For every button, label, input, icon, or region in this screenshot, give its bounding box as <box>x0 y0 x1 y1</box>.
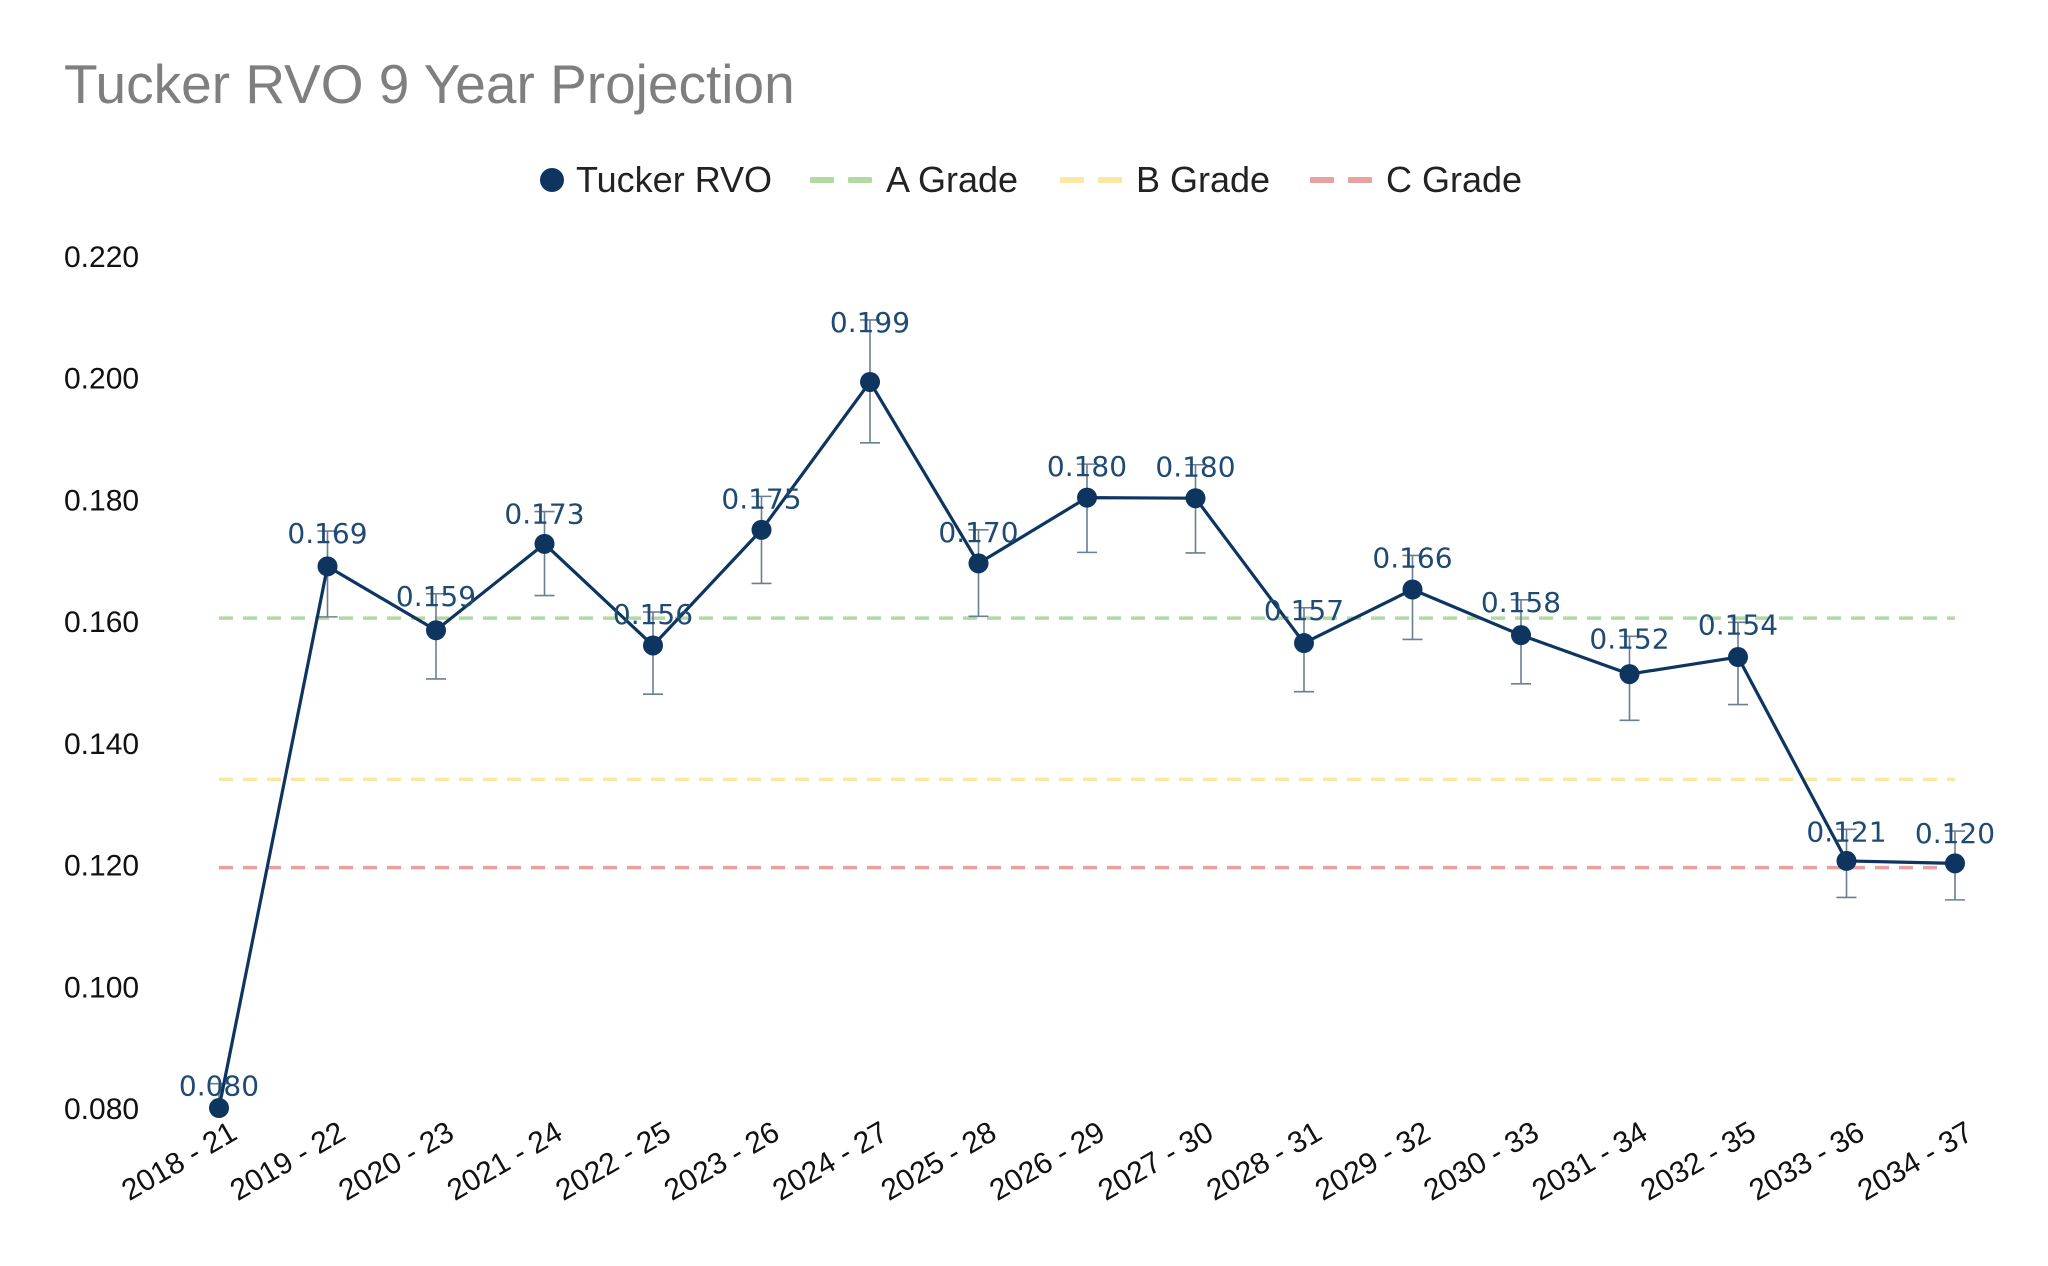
data-label: 0.175 <box>721 482 801 515</box>
x-tick-label: 2033 - 36 <box>1744 1115 1870 1207</box>
data-label: 0.157 <box>1264 594 1344 627</box>
data-point <box>1945 853 1965 874</box>
x-tick-label: 2032 - 35 <box>1635 1115 1761 1207</box>
x-tick-label: 2018 - 21 <box>116 1115 242 1207</box>
data-label: 0.154 <box>1698 608 1778 641</box>
data-label: 0.199 <box>830 306 910 339</box>
legend-marker-b-grade <box>1060 177 1124 183</box>
data-point <box>968 553 989 574</box>
x-tick-label: 2030 - 33 <box>1418 1115 1544 1207</box>
legend-label-tucker-rvo: Tucker RVO <box>576 159 773 200</box>
x-tick-label: 2031 - 34 <box>1527 1115 1653 1207</box>
legend-label-c-grade: C Grade <box>1386 159 1523 200</box>
y-tick-label: 0.140 <box>64 728 139 761</box>
data-point <box>1511 625 1531 646</box>
y-tick-label: 0.100 <box>64 971 139 1004</box>
data-point <box>1728 647 1748 668</box>
y-tick-label: 0.080 <box>64 1093 139 1126</box>
legend-item-tucker-rvo[interactable]: Tucker RVO <box>540 154 772 206</box>
data-point <box>317 556 338 577</box>
legend-label-a-grade: A Grade <box>886 159 1019 200</box>
chart-title: Tucker RVO 9 Year Projection <box>64 53 795 115</box>
x-tick-label: 2021 - 24 <box>442 1115 568 1207</box>
x-tick-label: 2019 - 22 <box>225 1115 351 1207</box>
data-label: 0.173 <box>504 498 584 531</box>
x-tick-label: 2027 - 30 <box>1093 1115 1219 1207</box>
y-tick-label: 0.180 <box>64 484 139 517</box>
data-point <box>1185 488 1206 509</box>
data-label: 0.159 <box>396 580 476 613</box>
x-tick-label: 2034 - 37 <box>1852 1115 1978 1207</box>
data-point <box>643 635 663 656</box>
x-tick-label: 2022 - 25 <box>550 1115 676 1207</box>
data-label: 0.170 <box>938 516 1018 549</box>
data-label: 0.180 <box>1047 450 1127 483</box>
y-tick-label: 0.160 <box>64 606 139 639</box>
x-tick-label: 2025 - 28 <box>876 1115 1002 1207</box>
data-point <box>1836 850 1857 871</box>
legend-item-b-grade[interactable]: B Grade <box>1060 154 1270 206</box>
data-label: 0.080 <box>179 1070 259 1103</box>
x-tick-label: 2024 - 27 <box>767 1115 893 1207</box>
data-label: 0.121 <box>1806 815 1886 848</box>
data-point <box>1077 487 1097 508</box>
legend: Tucker RVO A Grade B Grade C Grade <box>0 154 2048 206</box>
legend-marker-a-grade <box>810 177 874 183</box>
x-tick-label: 2023 - 26 <box>659 1115 785 1207</box>
data-label: 0.180 <box>1155 451 1235 484</box>
data-label: 0.166 <box>1372 541 1452 574</box>
legend-marker-c-grade <box>1310 177 1374 183</box>
legend-label-b-grade: B Grade <box>1136 159 1271 200</box>
data-point <box>1619 664 1640 685</box>
data-point <box>209 1098 229 1118</box>
y-tick-label: 0.220 <box>64 241 139 274</box>
legend-marker-tucker-rvo <box>540 168 564 192</box>
y-tick-label: 0.120 <box>64 850 139 883</box>
data-point <box>1402 579 1423 600</box>
data-point <box>1294 633 1314 654</box>
data-point <box>534 533 555 554</box>
data-label: 0.169 <box>287 517 367 550</box>
x-tick-label: 2029 - 32 <box>1310 1115 1436 1207</box>
y-tick-label: 0.200 <box>64 363 139 396</box>
data-point <box>860 371 880 392</box>
legend-item-a-grade[interactable]: A Grade <box>810 154 1018 206</box>
legend-item-c-grade[interactable]: C Grade <box>1310 154 1522 206</box>
data-point <box>751 519 772 540</box>
data-label: 0.158 <box>1481 586 1561 619</box>
x-tick-label: 2028 - 31 <box>1201 1115 1327 1207</box>
data-point <box>426 620 446 641</box>
data-label: 0.120 <box>1915 817 1995 850</box>
x-tick-label: 2026 - 29 <box>984 1115 1110 1207</box>
data-label: 0.152 <box>1589 622 1669 655</box>
x-tick-label: 2020 - 23 <box>333 1115 459 1207</box>
data-label: 0.156 <box>613 598 693 631</box>
